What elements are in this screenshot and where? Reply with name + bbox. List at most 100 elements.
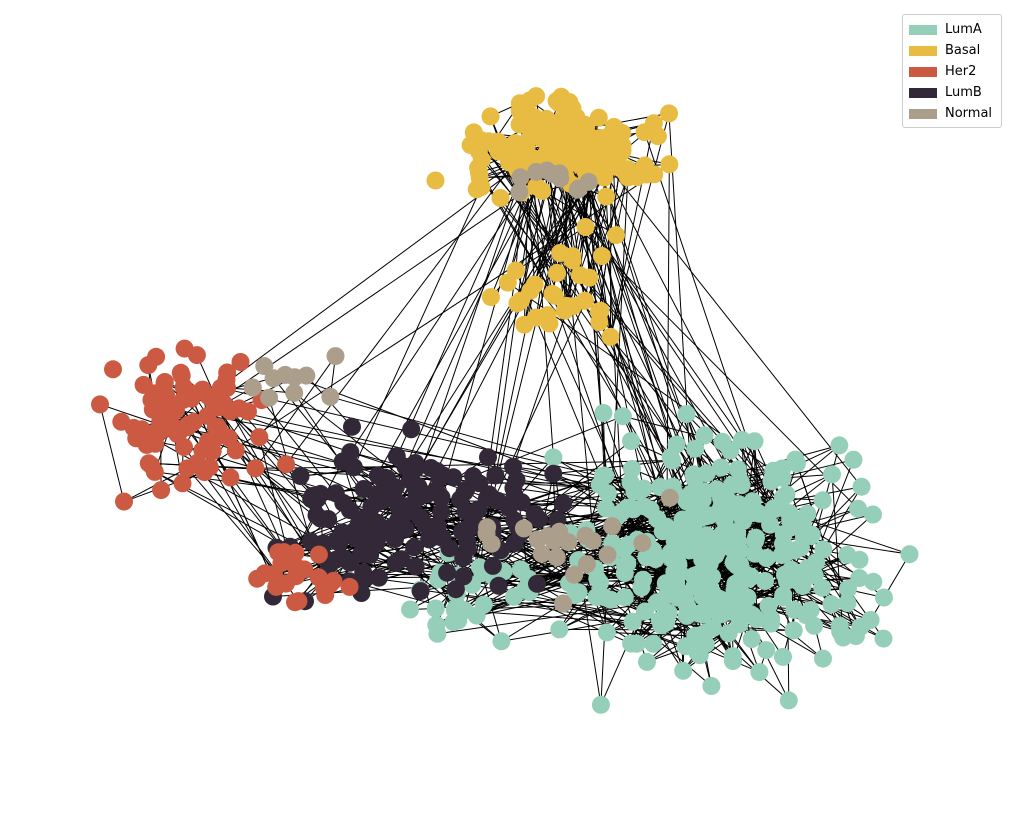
node-luma	[686, 439, 705, 458]
node-luma	[641, 500, 660, 519]
node-lumb	[440, 539, 459, 558]
node-luma	[742, 630, 761, 648]
legend-item-normal: Normal	[909, 103, 995, 124]
node-basal	[590, 313, 609, 332]
node-luma	[618, 554, 637, 573]
node-luma	[849, 499, 867, 518]
node-luma	[674, 661, 693, 680]
node-lumb	[340, 501, 359, 520]
node-her2	[195, 463, 214, 482]
node-her2	[193, 441, 212, 460]
node-luma	[623, 612, 642, 631]
node-luma	[597, 499, 616, 518]
node-luma	[900, 545, 919, 564]
node-luma	[590, 475, 609, 494]
node-her2	[286, 543, 305, 562]
node-luma	[636, 602, 654, 621]
graph-edge	[486, 526, 605, 598]
node-her2	[340, 577, 359, 596]
node-lumb	[333, 523, 352, 542]
node-luma	[724, 652, 742, 671]
node-luma	[717, 489, 736, 508]
node-luma	[685, 534, 703, 553]
node-normal	[528, 530, 547, 549]
node-lumb	[402, 420, 421, 439]
graph-edge	[569, 532, 608, 633]
node-luma	[750, 663, 769, 682]
node-lumb	[458, 539, 477, 558]
node-normal	[579, 172, 598, 191]
node-luma	[721, 441, 740, 460]
node-normal	[559, 533, 578, 552]
node-normal	[482, 534, 501, 553]
graph-edge	[602, 159, 862, 488]
node-lumb	[369, 568, 388, 587]
node-her2	[146, 434, 165, 453]
legend-label-her2: Her2	[945, 64, 977, 79]
legend-label-normal: Normal	[945, 106, 993, 121]
node-normal	[633, 534, 652, 552]
node-basal	[426, 171, 445, 190]
node-lumb	[355, 509, 374, 528]
node-basal	[527, 177, 546, 196]
legend-item-lumb: LumB	[909, 82, 995, 103]
node-her2	[277, 455, 296, 474]
node-lumb	[420, 530, 439, 549]
node-normal	[255, 357, 274, 376]
legend-label-lumb: LumB	[945, 85, 982, 100]
node-luma	[793, 514, 812, 533]
node-basal	[520, 117, 539, 136]
node-lumb	[369, 485, 388, 504]
node-basal	[498, 273, 517, 292]
node-basal	[537, 109, 556, 128]
node-luma	[644, 634, 663, 653]
node-luma	[625, 482, 644, 501]
graph-edge	[457, 440, 632, 576]
node-her2	[139, 356, 158, 375]
graph-edge	[399, 188, 580, 505]
node-luma	[623, 460, 641, 478]
node-her2	[175, 438, 193, 457]
node-luma	[874, 629, 893, 648]
node-her2	[218, 363, 237, 382]
node-lumb	[302, 490, 321, 509]
node-luma	[830, 616, 849, 635]
node-lumb	[438, 563, 457, 582]
node-luma	[839, 579, 857, 598]
node-normal	[276, 365, 295, 384]
node-her2	[124, 418, 143, 437]
node-lumb	[488, 491, 507, 510]
node-luma	[784, 621, 803, 640]
node-luma	[401, 600, 420, 619]
node-luma	[864, 505, 882, 524]
legend-item-basal: Basal	[909, 40, 995, 61]
graph-edge	[546, 170, 574, 261]
node-basal	[592, 247, 611, 265]
legend-label-basal: Basal	[945, 43, 981, 58]
node-basal	[567, 129, 586, 148]
node-luma	[745, 544, 764, 563]
node-basal	[555, 301, 574, 320]
node-lumb	[344, 458, 363, 477]
node-luma	[711, 590, 730, 609]
node-luma	[427, 615, 446, 634]
graph-edge	[187, 467, 325, 544]
node-luma	[746, 532, 765, 550]
graph-edge	[491, 457, 554, 527]
node-luma	[719, 624, 738, 643]
node-her2	[226, 441, 245, 460]
node-luma	[511, 560, 530, 579]
node-lumb	[340, 553, 359, 572]
legend-item-her2: Her2	[909, 61, 995, 82]
graph-edge	[481, 159, 791, 514]
node-basal	[543, 284, 562, 303]
node-luma	[730, 581, 749, 600]
node-lumb	[406, 557, 425, 576]
node-luma	[731, 472, 750, 491]
node-basal	[660, 104, 678, 123]
graph-edge	[610, 113, 670, 338]
node-basal	[508, 294, 527, 313]
node-basal	[589, 108, 608, 127]
node-luma	[759, 596, 778, 615]
node-basal	[597, 187, 616, 206]
